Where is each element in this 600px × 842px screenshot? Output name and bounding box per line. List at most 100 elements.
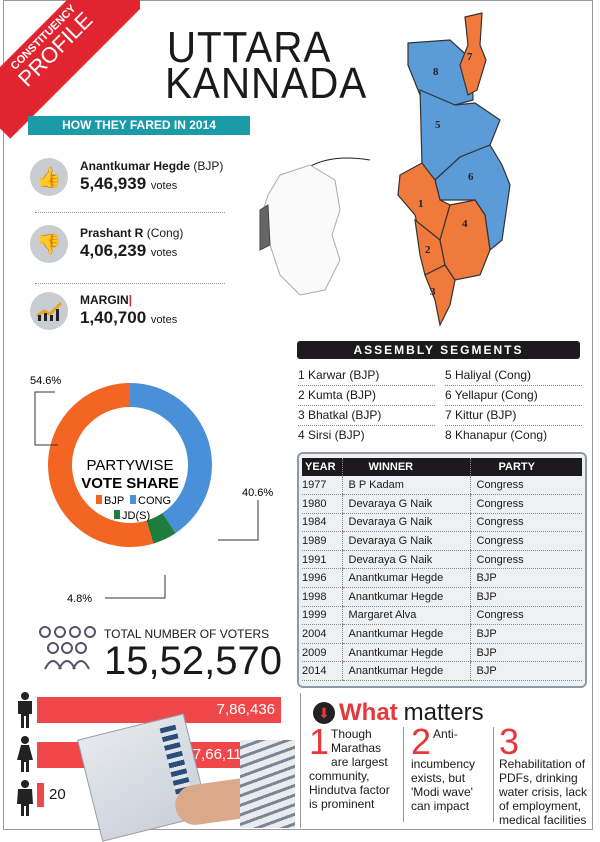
female-voters: 7,66,114	[192, 746, 250, 763]
segment-label-8: 8	[433, 66, 439, 78]
table-row: 1989 Devaraya G Naik Congress	[302, 531, 582, 551]
point-text: Anti-incumbency exists, but 'Modi wave' …	[411, 727, 476, 813]
votes-unit: votes	[150, 247, 178, 259]
title-line1: UTTARA	[166, 23, 332, 72]
cell-year: 1999	[302, 606, 342, 626]
legend-cong: CONG	[138, 495, 171, 507]
vote-share-donut: 54.6% 40.6% 4.8% PARTYWISE VOTE SHARE BJ…	[30, 375, 273, 605]
cell-year: 1989	[302, 531, 342, 551]
legend-swatch-bjp	[96, 495, 102, 504]
segment-label-6: 6	[468, 171, 474, 183]
table-row: 1977 B P Kadam Congress	[302, 476, 582, 496]
segment-label-3: 3	[430, 286, 436, 298]
table-row: 2009 Anantkumar Hegde BJP	[302, 643, 582, 663]
cell-winner: Margaret Alva	[341, 606, 470, 626]
cell-year: 1980	[302, 494, 342, 514]
cell-party: Congress	[469, 606, 582, 626]
leader-line-cong	[218, 500, 259, 541]
segment-item: 6 Yellapur (Cong)	[445, 386, 582, 406]
crowd-icon	[35, 625, 97, 679]
table-row: 1991 Devaraya G Naik Congress	[302, 550, 582, 570]
slice-cong	[130, 383, 212, 534]
cell-party: Congress	[469, 513, 582, 533]
thumbs-up-icon: 👍	[30, 158, 68, 196]
what-matters-section: ⬇ What matters 1 Though Marathas are larg…	[300, 693, 590, 828]
segment-4-region	[439, 199, 491, 281]
segment-label-4: 4	[462, 218, 468, 230]
cell-winner: Anantkumar Hegde	[341, 643, 470, 663]
col-party: PARTY	[469, 458, 582, 476]
col-year: YEAR	[302, 458, 342, 476]
segment-item: 2 Kumta (BJP)	[298, 386, 435, 406]
point-text: Though Marathas are largest community, H…	[309, 727, 390, 811]
table-row: 1999 Margaret Alva Congress	[302, 606, 582, 626]
table-row: 2014 Anantkumar Hegde BJP	[302, 661, 582, 682]
leader-line-jds	[105, 575, 166, 599]
cell-winner: B P Kadam	[341, 476, 470, 496]
candidate-party: (Cong)	[146, 226, 184, 240]
candidate-votes: 4,06,239	[80, 241, 147, 260]
matter-point-2: 2 Anti-incumbency exists, but 'Modi wave'…	[411, 724, 489, 814]
third-gender-icon	[16, 780, 34, 816]
segment-label-7: 7	[467, 51, 473, 63]
slice-jds	[146, 513, 176, 544]
votes-unit: votes	[150, 314, 178, 326]
segment-8-region	[407, 39, 474, 106]
divider	[35, 212, 225, 213]
candidate-party: (BJP)	[193, 159, 224, 173]
matter-point-3: 3 Rehabilitation of PDFs, drinking water …	[499, 724, 589, 828]
segment-label-2: 2	[425, 244, 431, 256]
segment-item: 8 Khanapur (Cong)	[445, 428, 548, 442]
cell-year: 2009	[302, 643, 342, 663]
candidate-name: Anantkumar Hegde	[80, 159, 191, 173]
male-icon	[16, 692, 34, 728]
female-icon	[16, 736, 34, 772]
donut-title-2: VOTE SHARE	[81, 475, 179, 492]
what-matters-title: matters	[403, 699, 484, 726]
margin-row: MARGIN| 1,40,700 votes	[30, 292, 270, 332]
assembly-list-right: 5 Haliyal (Cong) 6 Yellapur (Cong) 7 Kit…	[445, 366, 582, 446]
third-gender-voters: 20	[49, 786, 66, 803]
title-line2: KANNADA	[165, 59, 368, 108]
label-cong: 40.6%	[242, 487, 273, 499]
cell-year: 1984	[302, 513, 342, 533]
page-title: UTTARA KANNADA	[165, 23, 368, 108]
cell-year: 1998	[302, 587, 342, 607]
cell-year: 1996	[302, 568, 342, 589]
candidate-runner-up: 👎 Prashant R (Cong) 4,06,239 votes	[30, 225, 270, 265]
segment-item: 4 Sirsi (BJP)	[298, 428, 365, 442]
cell-winner: Anantkumar Hegde	[341, 587, 470, 607]
legend-bjp: BJP	[104, 495, 124, 507]
segment-item: 5 Haliyal (Cong)	[445, 366, 582, 386]
history-table: YEAR WINNER PARTY 1977 B P Kadam Congress 1…	[302, 458, 582, 682]
fared-header: HOW THEY FARED IN 2014	[28, 116, 250, 135]
table-row: 1980 Devaraya G Naik Congress	[302, 494, 582, 514]
matter-point-1: 1 Though Marathas are largest community, …	[309, 721, 397, 812]
segment-item: 7 Kittur (BJP)	[445, 406, 582, 426]
what-matters-title-red: What	[339, 699, 398, 726]
infographic-frame	[3, 0, 593, 830]
divider	[35, 283, 225, 284]
table-row: 1996 Anantkumar Hegde BJP	[302, 568, 582, 589]
cell-party: BJP	[469, 624, 582, 644]
cell-party: Congress	[469, 531, 582, 551]
growth-chart-icon	[30, 292, 68, 330]
candidate-name: Prashant R	[80, 226, 144, 240]
cell-winner: Anantkumar Hegde	[341, 661, 470, 682]
segment-regions	[397, 12, 511, 327]
legend-jds: JD(S)	[122, 510, 150, 522]
sleeve-image	[240, 740, 295, 828]
donut-title-1: PARTYWISE	[87, 457, 174, 474]
history-table-box: YEAR WINNER PARTY 1977 B P Kadam Congress 1…	[297, 452, 587, 688]
cell-winner: Devaraya G Naik	[341, 513, 470, 533]
candidate-votes: 5,46,939	[80, 174, 147, 193]
cell-year: 1977	[302, 476, 342, 496]
constituency-map: 8 7 5 6 1 2 3 4	[259, 12, 511, 327]
cell-winner: Devaraya G Naik	[341, 494, 470, 514]
cell-year: 2014	[302, 661, 342, 682]
cell-party: BJP	[469, 643, 582, 663]
votes-unit: votes	[150, 180, 178, 192]
cell-party: BJP	[469, 587, 582, 607]
assembly-list-left: 1 Karwar (BJP) 2 Kumta (BJP) 3 Bhatkal (…	[298, 366, 435, 446]
point-number: 1	[309, 721, 330, 762]
